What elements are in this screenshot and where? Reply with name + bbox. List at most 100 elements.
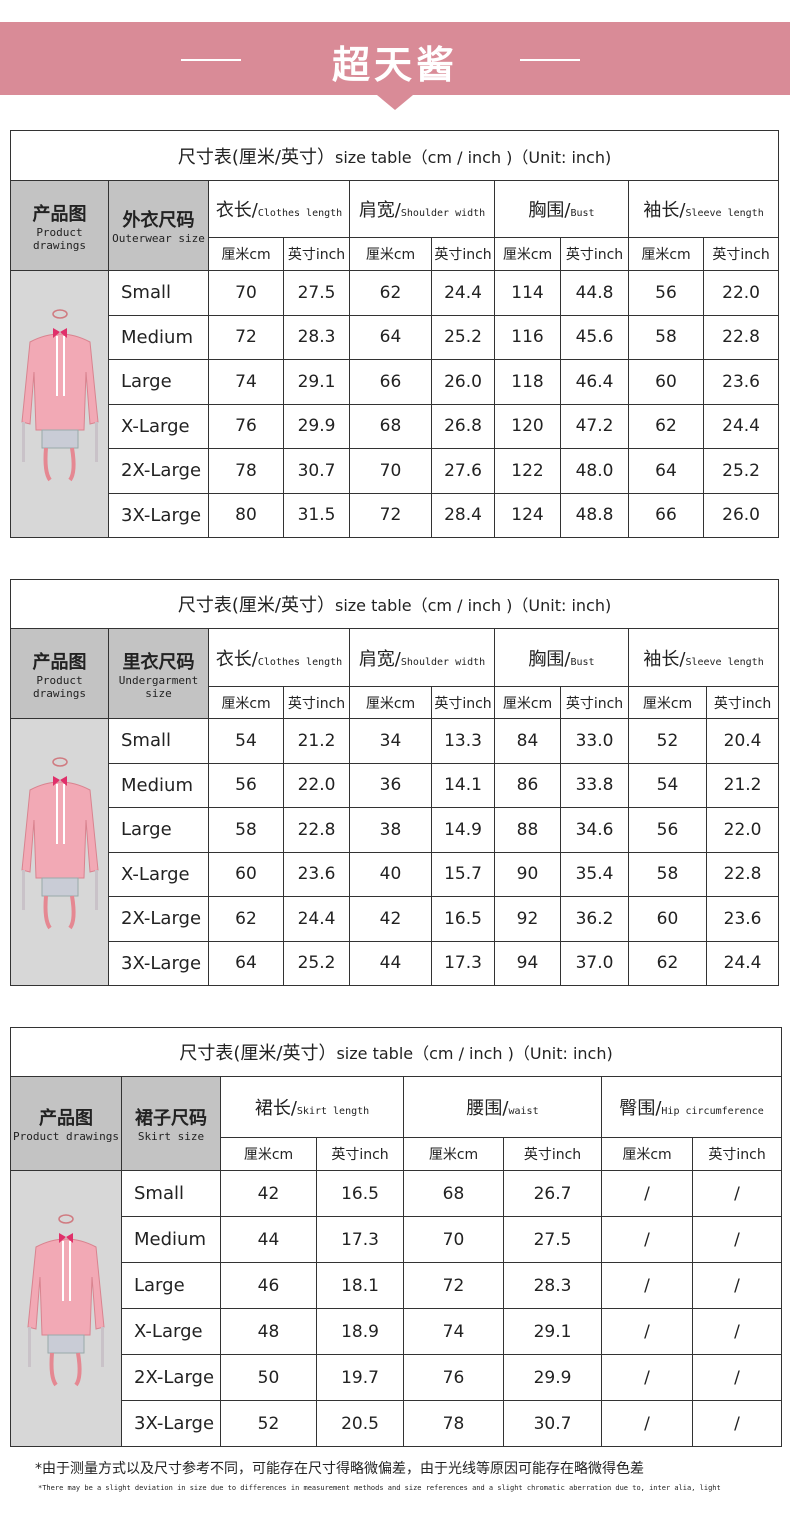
product-en: Product drawings: [33, 673, 86, 700]
group-header: 肩宽/Shoulder width: [349, 628, 495, 687]
cell: /: [691, 1216, 783, 1263]
product-drawing: [20, 757, 99, 930]
cell: 70: [208, 270, 284, 316]
unit-header: 厘米cm: [208, 237, 284, 271]
unit-header: 英寸inch: [503, 1137, 602, 1171]
size-zh: 里衣尺码: [122, 651, 195, 673]
group-header: 裙长/Skirt length: [220, 1076, 404, 1138]
group-en: Clothes length: [257, 656, 343, 668]
data-row: 2X-Large 50 19.7 76 29.9//: [11, 1354, 783, 1401]
cell: 30.7: [503, 1400, 602, 1447]
cell: 16.5: [316, 1170, 404, 1217]
product-en: Product drawings: [33, 225, 86, 252]
cell: 33.0: [560, 718, 629, 764]
size-en: Outerwear size: [112, 232, 205, 245]
cell: 74: [403, 1308, 504, 1355]
cell: 66: [628, 492, 704, 538]
size-name: Large: [121, 1262, 221, 1309]
header-arrow: [377, 95, 413, 110]
unit-header: 厘米cm: [601, 1137, 693, 1171]
cell: 29.1: [503, 1308, 602, 1355]
product-zh: 产品图: [39, 1108, 93, 1129]
cell: 22.0: [705, 807, 780, 853]
cell: 44: [349, 940, 432, 986]
cell: 60: [208, 851, 284, 897]
cell: 14.9: [431, 807, 495, 853]
cell: 44.8: [560, 270, 629, 316]
group-row: 产品图 Product drawings 裙子尺码 Skirt size 裙长/Skir…: [10, 1076, 783, 1171]
cell: 28.3: [283, 314, 350, 360]
cell: /: [691, 1170, 783, 1217]
size-header: 裙子尺码 Skirt size: [121, 1076, 221, 1171]
cell: 78: [403, 1400, 504, 1447]
cell: /: [691, 1354, 783, 1401]
group-en: waist: [508, 1106, 539, 1117]
group-en: Skirt length: [296, 1106, 370, 1117]
title-row: 尺寸表(厘米/英寸）size table（cm / inch )（Unit: i…: [9, 579, 780, 629]
data-row: Small 70 27.5 62 24.4 114 44.8 56 22.0: [10, 270, 780, 538]
size-en: Undergarment size: [118, 673, 199, 700]
title-en: size table（cm / inch )（Unit: inch): [334, 596, 612, 615]
unit-header: 英寸inch: [431, 686, 495, 719]
product-drawing: [20, 309, 99, 482]
cell: 52: [220, 1400, 317, 1447]
group-row: 产品图 Product drawings 外衣尺码 Outerwear size 衣长/…: [10, 180, 780, 271]
cell: 18.1: [316, 1262, 404, 1309]
title-en: size table（cm / inch )（Unit: inch): [336, 1044, 613, 1063]
cell: 62: [349, 270, 432, 316]
group-header: 胸围/Bust: [494, 628, 629, 687]
image-cell: [10, 1170, 122, 1447]
product-header: 产品图 Product drawings: [10, 628, 109, 719]
unit-header: 厘米cm: [628, 686, 707, 719]
cell: 62: [628, 940, 707, 986]
cell: 25.2: [702, 448, 780, 494]
size-zh: 裙子尺码: [135, 1108, 207, 1129]
deco-line: [520, 59, 580, 61]
size-name: Small: [108, 718, 209, 764]
title-zh: 尺寸表(厘米/英寸）: [179, 1043, 337, 1064]
unit-header: 厘米cm: [494, 237, 561, 271]
cell: 24.4: [705, 940, 780, 986]
product-drawing: [27, 1213, 105, 1386]
group-en: Clothes length: [257, 208, 343, 219]
cell: /: [601, 1262, 693, 1309]
cell: 40: [349, 851, 432, 897]
cell: 54: [628, 762, 707, 808]
cell: 58: [628, 314, 704, 360]
group-zh: 袖长/: [643, 200, 686, 221]
product-zh: 产品图: [32, 203, 87, 225]
group-en: Sleeve length: [685, 208, 764, 219]
cell: /: [601, 1216, 693, 1263]
size-en: Skirt size: [137, 1130, 205, 1143]
group-zh: 肩宽/: [358, 648, 401, 670]
size-name: Large: [108, 359, 209, 405]
cell: 26.7: [503, 1170, 602, 1217]
unit-header: 厘米cm: [494, 686, 561, 719]
cell: 17.3: [316, 1216, 404, 1263]
cell: 62: [208, 896, 284, 942]
group-en: Hip circumference: [661, 1106, 764, 1117]
unit-header: 英寸inch: [705, 686, 780, 719]
unit-header: 厘米cm: [403, 1137, 504, 1171]
unit-header: 英寸inch: [283, 686, 350, 719]
unit-header: 厘米cm: [220, 1137, 317, 1171]
cell: 58: [208, 807, 284, 853]
data-row: X-Large 60 23.6 40 15.7 90 35.4 58 22.8: [11, 851, 780, 897]
cell: 56: [208, 762, 284, 808]
group-zh: 臀围/: [619, 1098, 662, 1119]
cell: 78: [208, 448, 284, 494]
unit-header: 英寸inch: [702, 237, 780, 271]
cell: 29.1: [283, 359, 350, 405]
cell: 36.2: [560, 896, 629, 942]
data-row: Large 58 22.8 38 14.9 88 34.6 56 22.0: [11, 807, 780, 853]
cell: 15.7: [431, 851, 495, 897]
cell: 64: [208, 940, 284, 986]
unit-header: 厘米cm: [349, 237, 432, 271]
table-title: 尺寸表(厘米/英寸）size table（cm / inch )（Unit: i…: [9, 130, 780, 181]
size-name: 3X-Large: [121, 1400, 221, 1447]
size-name: X-Large: [108, 851, 209, 897]
cell: 46.4: [560, 359, 629, 405]
cell: /: [691, 1308, 783, 1355]
cell: 42: [220, 1170, 317, 1217]
